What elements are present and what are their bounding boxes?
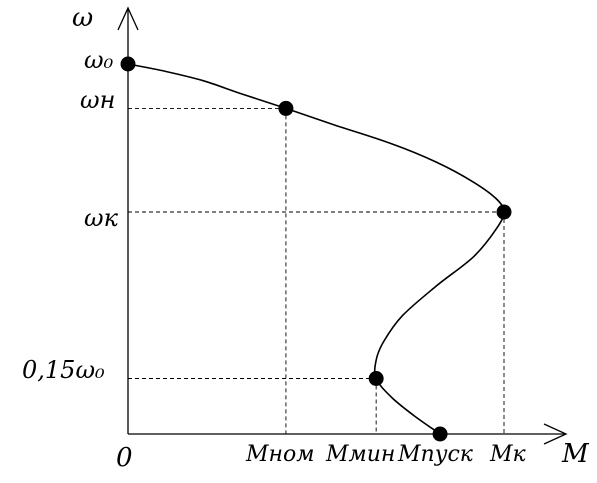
origin-label: 0 — [116, 443, 133, 473]
y-axis-arrow — [117, 6, 139, 31]
x-axis-arrow — [543, 423, 568, 445]
x-tick-m-starting: Мпуск — [397, 442, 474, 467]
key-point-4 — [432, 426, 448, 442]
key-point-0 — [120, 56, 136, 72]
key-points — [120, 56, 512, 442]
x-tick-m-minimum: Ммин — [325, 442, 395, 467]
x-tick-m-critical: Мк — [489, 442, 527, 467]
guide-lines — [128, 107, 505, 434]
x-tick-m-nominal: Мном — [245, 442, 315, 467]
y-tick-omega-nominal: ωн — [80, 86, 115, 114]
key-point-2 — [496, 204, 512, 220]
y-tick-015-omega0: 0,15ω₀ — [22, 356, 105, 384]
y-tick-omega-critical: ωк — [84, 204, 119, 232]
y-axis-label: ω — [72, 3, 93, 33]
axes — [117, 6, 568, 445]
x-axis-label: M — [561, 439, 590, 469]
key-point-1 — [278, 100, 294, 116]
key-point-3 — [368, 371, 384, 386]
y-tick-omega0: ω₀ — [84, 46, 114, 74]
